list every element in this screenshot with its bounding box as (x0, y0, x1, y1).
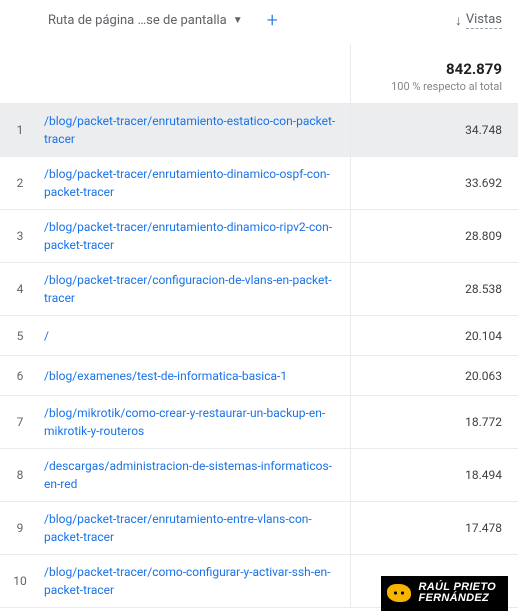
row-value: 18.494 (350, 449, 518, 501)
row-index: 2 (0, 176, 40, 190)
add-dimension-button[interactable]: + (267, 8, 278, 32)
table-row[interactable]: 3/blog/packet-tracer/enrutamiento-dinami… (0, 210, 518, 263)
row-value: 18.772 (350, 396, 518, 448)
table-row[interactable]: 9/blog/packet-tracer/enrutamiento-entre-… (0, 502, 518, 555)
table-row[interactable]: 6/blog/examenes/test-de-informatica-basi… (0, 356, 518, 396)
metric-label: Vistas (466, 12, 502, 29)
row-index: 5 (0, 329, 40, 343)
dimension-header: Ruta de página …se de pantalla ▼ + ↓ Vis… (0, 0, 518, 44)
row-index: 1 (0, 123, 40, 137)
row-path-link[interactable]: /blog/packet-tracer/enrutamiento-estatic… (40, 104, 350, 156)
table-row[interactable]: 7/blog/mikrotik/como-crear-y-restaurar-u… (0, 396, 518, 449)
row-value: 34.748 (350, 104, 518, 156)
row-path-link[interactable]: /blog/packet-tracer/enrutamiento-dinamic… (40, 157, 350, 209)
row-path-link[interactable]: /blog/mikrotik/como-crear-y-restaurar-un… (40, 396, 350, 448)
total-subtext: 100 % respecto al total (351, 80, 502, 93)
total-value: 842.879 (351, 60, 502, 78)
row-value: 33.692 (350, 157, 518, 209)
row-index: 9 (0, 521, 40, 535)
row-path-link[interactable]: /blog/examenes/test-de-informatica-basic… (40, 359, 350, 393)
sort-desc-icon: ↓ (455, 12, 462, 29)
row-value: 20.063 (350, 356, 518, 395)
badge-line2: Fernández (419, 592, 490, 604)
row-path-link[interactable]: /blog/packet-tracer/como-configurar-y-ac… (40, 555, 350, 607)
row-path-link[interactable]: / (40, 319, 350, 353)
table-row[interactable]: 1/blog/packet-tracer/enrutamiento-estati… (0, 104, 518, 157)
row-value: 20.104 (350, 316, 518, 355)
metric-sort-header[interactable]: ↓ Vistas (455, 12, 506, 29)
row-value: 17.478 (350, 502, 518, 554)
dimension-selector[interactable]: Ruta de página …se de pantalla ▼ (48, 13, 243, 28)
row-index: 7 (0, 415, 40, 429)
row-index: 10 (0, 574, 40, 588)
table-row[interactable]: 5/20.104 (0, 316, 518, 356)
row-index: 3 (0, 229, 40, 243)
row-path-link[interactable]: /descargas/administracion-de-sistemas-in… (40, 449, 350, 501)
row-index: 6 (0, 369, 40, 383)
table-body: 1/blog/packet-tracer/enrutamiento-estati… (0, 104, 518, 608)
chevron-down-icon: ▼ (233, 15, 243, 26)
table-row[interactable]: 8/descargas/administracion-de-sistemas-i… (0, 449, 518, 502)
row-index: 4 (0, 282, 40, 296)
row-path-link[interactable]: /blog/packet-tracer/configuracion-de-vla… (40, 263, 350, 315)
row-path-link[interactable]: /blog/packet-tracer/enrutamiento-dinamic… (40, 210, 350, 262)
table-row[interactable]: 2/blog/packet-tracer/enrutamiento-dinami… (0, 157, 518, 210)
row-value: 28.538 (350, 263, 518, 315)
row-path-link[interactable]: /blog/packet-tracer/enrutamiento-entre-v… (40, 502, 350, 554)
totals-row: 842.879 100 % respecto al total (0, 44, 518, 104)
dimension-label: Ruta de página …se de pantalla (48, 13, 227, 28)
row-index: 8 (0, 468, 40, 482)
table-row[interactable]: 4/blog/packet-tracer/configuracion-de-vl… (0, 263, 518, 316)
author-badge: Raúl Prieto Fernández (381, 576, 508, 611)
row-value: 28.809 (350, 210, 518, 262)
